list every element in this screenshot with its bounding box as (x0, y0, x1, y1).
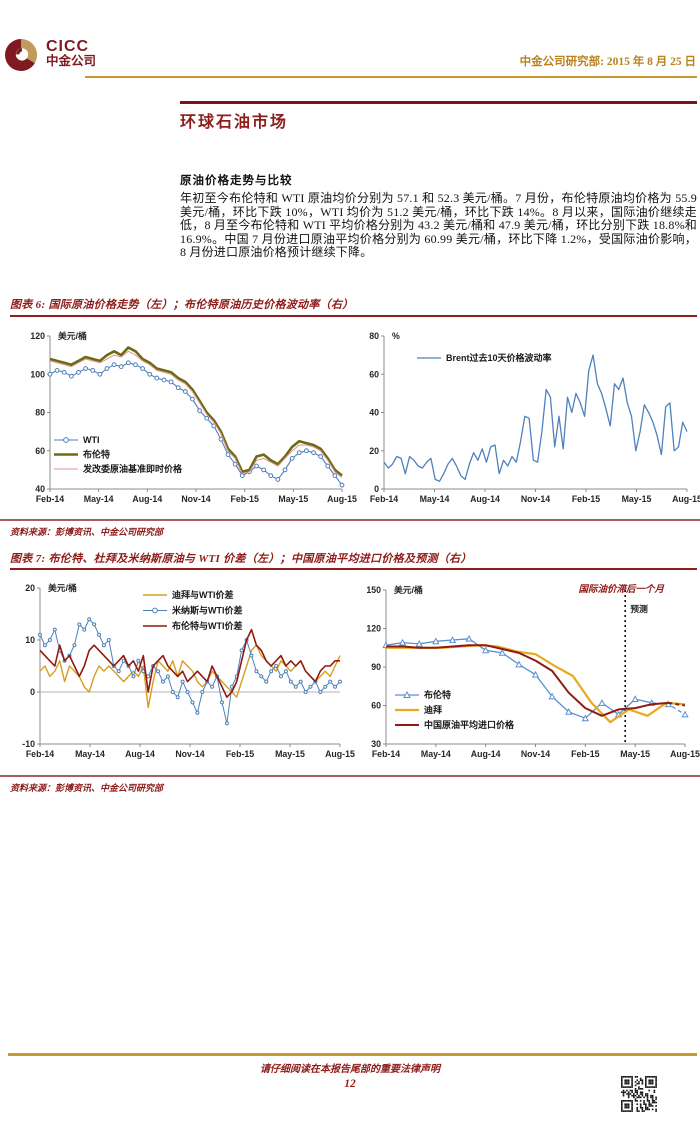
svg-text:May-15: May-15 (620, 749, 650, 759)
section-heading: 原油价格走势与比较 (180, 175, 293, 187)
svg-text:Nov-14: Nov-14 (521, 749, 550, 759)
figure6-source: 资料来源：彭博资讯、中金公司研究部 (10, 527, 164, 537)
svg-text:美元/桶: 美元/桶 (48, 582, 77, 593)
svg-text:10: 10 (25, 635, 35, 645)
figure6-source-rule (0, 519, 700, 521)
svg-text:Aug-14: Aug-14 (471, 749, 501, 759)
svg-text:30: 30 (371, 739, 381, 749)
qr-code (621, 1076, 657, 1117)
footer-page-number: 12 (344, 1078, 356, 1090)
svg-text:May-14: May-14 (421, 749, 451, 759)
svg-text:40: 40 (35, 484, 45, 494)
svg-text:Feb-15: Feb-15 (226, 749, 254, 759)
figure6-caption: 图表 6: 国际原油价格走势（左）；布伦特原油历史价格波动率（右） (10, 299, 354, 311)
svg-text:90: 90 (371, 662, 381, 672)
svg-text:Aug-15: Aug-15 (325, 749, 355, 759)
svg-text:Feb-15: Feb-15 (571, 749, 599, 759)
fig6-right-chart-brent-volatility: 0 20 40 60 80 Feb-14 May-14 Aug-14 Nov-14 Feb-15 M… (360, 328, 700, 508)
svg-text:Aug-15: Aug-15 (327, 494, 357, 504)
svg-text:Feb-14: Feb-14 (372, 749, 400, 759)
svg-text:20: 20 (369, 446, 379, 456)
svg-text:米纳斯与WTI价差: 米纳斯与WTI价差 (171, 605, 243, 616)
figure7-source-rule (0, 775, 700, 777)
svg-text:100: 100 (30, 369, 45, 379)
svg-text:Aug-14: Aug-14 (132, 494, 162, 504)
cicc-logo-icon (3, 36, 39, 79)
page-title: 环球石油市场 (180, 114, 289, 131)
svg-text:May-15: May-15 (278, 494, 308, 504)
logo-text-cn: 中金公司 (46, 54, 97, 68)
svg-text:Nov-14: Nov-14 (521, 494, 550, 504)
svg-text:May-15: May-15 (622, 494, 652, 504)
svg-text:120: 120 (366, 624, 381, 634)
title-divider (180, 101, 697, 104)
cicc-logo-text: CICC 中金公司 (46, 39, 96, 69)
svg-text:20: 20 (25, 583, 35, 593)
svg-text:0: 0 (374, 484, 379, 494)
logo-text-en: CICC (46, 38, 90, 55)
svg-text:80: 80 (369, 331, 379, 341)
svg-text:60: 60 (371, 701, 381, 711)
svg-text:迪拜与WTI价差: 迪拜与WTI价差 (172, 589, 234, 600)
svg-text:美元/桶: 美元/桶 (58, 330, 87, 341)
svg-text:150: 150 (366, 585, 381, 595)
body-paragraph: 年初至今布伦特和 WTI 原油均价分别为 57.1 和 52.3 美元/桶。7 … (180, 191, 697, 260)
svg-text:Feb-14: Feb-14 (370, 494, 398, 504)
svg-text:Nov-14: Nov-14 (181, 494, 210, 504)
svg-text:布伦特: 布伦特 (423, 689, 451, 700)
svg-text:发改委原油基准即时价格: 发改委原油基准即时价格 (82, 463, 183, 474)
fig7-right-chart-china-import-price: 30 60 90 120 150 Feb-14 May-14 Aug-14 Nov-14 Feb-… (360, 578, 700, 762)
fig7-left-chart-wti-spreads: -10 0 10 20 Feb-14 May-14 Aug-14 Nov-14 Feb-15 Ma… (12, 578, 355, 762)
footer-divider (8, 1053, 697, 1056)
svg-text:Aug-15: Aug-15 (670, 749, 700, 759)
svg-text:May-14: May-14 (75, 749, 105, 759)
fig6-left-chart-oil-price-trend: 40 60 80 100 120 Feb-14 May-14 Aug-14 Nov-14 Feb-… (20, 328, 357, 508)
svg-text:布伦特: 布伦特 (82, 449, 110, 460)
figure7-source: 资料来源：彭博资讯、中金公司研究部 (10, 783, 164, 793)
svg-text:预测: 预测 (630, 603, 648, 614)
figure7-caption: 图表 7: 布伦特、杜拜及米纳斯原油与 WTI 价差（左）；中国原油平均进口价格… (10, 553, 472, 565)
svg-text:120: 120 (30, 331, 45, 341)
svg-text:中国原油平均进口价格: 中国原油平均进口价格 (424, 719, 515, 730)
research-dept-date: 中金公司研究部: 2015 年 8 月 25 日 (519, 56, 696, 68)
svg-text:美元/桶: 美元/桶 (394, 584, 423, 595)
svg-text:Aug-15: Aug-15 (672, 494, 700, 504)
svg-text:-10: -10 (22, 739, 35, 749)
svg-text:May-15: May-15 (275, 749, 305, 759)
svg-text:60: 60 (35, 446, 45, 456)
svg-text:40: 40 (369, 408, 379, 418)
figure7-caption-rule (10, 568, 697, 570)
svg-text:Feb-14: Feb-14 (36, 494, 64, 504)
fig7-right-annotation: 国际油价滞后一个月 (578, 585, 664, 595)
svg-text:Feb-15: Feb-15 (572, 494, 600, 504)
svg-text:Aug-14: Aug-14 (470, 494, 500, 504)
footer-legal-notice: 请仔细阅读在本报告尾部的重要法律声明 (260, 1064, 440, 1075)
svg-text:Aug-14: Aug-14 (125, 749, 155, 759)
svg-text:Feb-15: Feb-15 (230, 494, 258, 504)
svg-text:60: 60 (369, 369, 379, 379)
svg-text:Nov-14: Nov-14 (175, 749, 204, 759)
svg-text:May-14: May-14 (84, 494, 114, 504)
svg-text:Feb-14: Feb-14 (26, 749, 54, 759)
svg-text:%: % (392, 331, 400, 341)
figure6-caption-rule (10, 315, 697, 317)
header-divider (85, 76, 697, 78)
svg-text:Brent过去10天价格波动率: Brent过去10天价格波动率 (446, 352, 552, 363)
svg-text:80: 80 (35, 408, 45, 418)
svg-text:0: 0 (30, 687, 35, 697)
svg-text:迪拜: 迪拜 (424, 704, 442, 715)
svg-text:WTI: WTI (83, 435, 100, 445)
svg-text:布伦特与WTI价差: 布伦特与WTI价差 (171, 620, 243, 631)
svg-text:May-14: May-14 (420, 494, 450, 504)
